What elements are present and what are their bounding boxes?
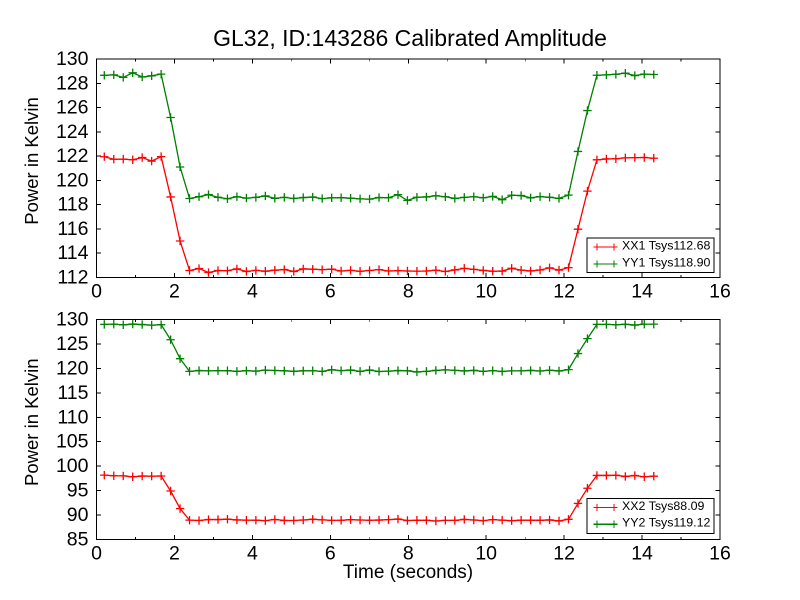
- svg-text:XX1 Tsys112.68: XX1 Tsys112.68: [622, 238, 711, 252]
- svg-text:126: 126: [56, 97, 89, 119]
- svg-text:115: 115: [57, 382, 88, 404]
- svg-text:YY1 Tsys118.90: YY1 Tsys118.90: [622, 255, 711, 269]
- svg-text:114: 114: [57, 242, 88, 264]
- svg-text:122: 122: [56, 145, 89, 167]
- svg-text:125: 125: [56, 333, 89, 355]
- svg-text:116: 116: [57, 218, 88, 240]
- svg-text:130: 130: [56, 48, 89, 70]
- svg-text:105: 105: [56, 431, 89, 453]
- svg-text:6: 6: [325, 281, 336, 303]
- svg-text:100: 100: [56, 455, 89, 477]
- svg-text:GL32, ID:143286 Calibrated Amp: GL32, ID:143286 Calibrated Amplitude: [213, 25, 607, 51]
- svg-text:6: 6: [325, 543, 336, 565]
- svg-text:130: 130: [56, 309, 89, 331]
- svg-text:2: 2: [169, 543, 180, 565]
- svg-text:110: 110: [57, 406, 88, 428]
- svg-text:YY2 Tsys119.12: YY2 Tsys119.12: [622, 516, 711, 530]
- svg-text:Time (seconds): Time (seconds): [343, 562, 473, 583]
- svg-text:8: 8: [403, 281, 414, 303]
- svg-text:128: 128: [56, 72, 89, 94]
- svg-text:Power in Kelvin: Power in Kelvin: [21, 358, 42, 486]
- svg-text:90: 90: [67, 504, 89, 526]
- svg-text:120: 120: [56, 357, 89, 379]
- svg-text:118: 118: [57, 194, 88, 216]
- svg-text:10: 10: [475, 281, 497, 303]
- svg-text:12: 12: [553, 281, 575, 303]
- svg-text:14: 14: [631, 543, 653, 565]
- svg-text:10: 10: [475, 543, 497, 565]
- svg-text:0: 0: [91, 281, 102, 303]
- svg-text:2: 2: [169, 281, 180, 303]
- svg-text:XX2 Tsys88.09: XX2 Tsys88.09: [622, 499, 705, 513]
- svg-text:85: 85: [67, 529, 89, 551]
- svg-text:16: 16: [709, 281, 731, 303]
- svg-text:112: 112: [57, 267, 88, 289]
- svg-text:14: 14: [631, 281, 653, 303]
- svg-text:95: 95: [67, 480, 89, 502]
- svg-text:124: 124: [56, 121, 89, 143]
- svg-text:0: 0: [91, 543, 102, 565]
- svg-text:4: 4: [247, 281, 258, 303]
- svg-text:12: 12: [553, 543, 575, 565]
- svg-text:120: 120: [56, 169, 89, 191]
- svg-text:Power in Kelvin: Power in Kelvin: [21, 97, 42, 225]
- svg-text:4: 4: [247, 543, 258, 565]
- svg-text:16: 16: [709, 543, 731, 565]
